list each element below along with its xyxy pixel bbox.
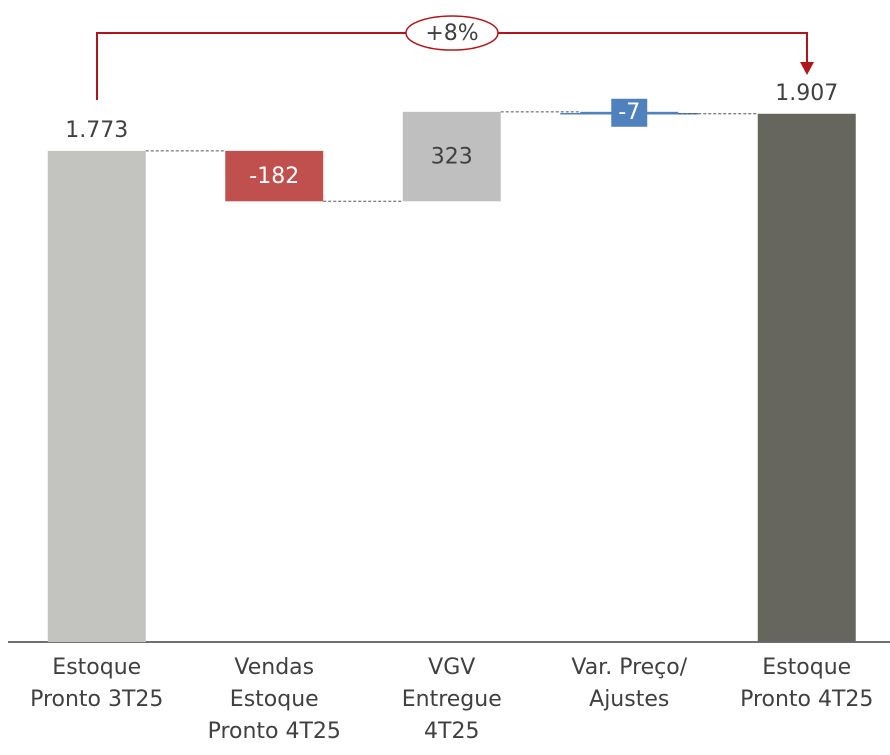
value-label: -7 [618,100,640,125]
x-tick-label: Estoque Pronto 3T25 [30,655,163,712]
value-label: 323 [431,145,473,170]
growth-arrow [800,62,814,75]
bar [225,150,324,202]
x-tick-label: Vendas Estoque Pronto 4T25 [208,655,341,744]
value-label: 1.773 [65,118,128,143]
x-tick-label: Var. Preço/Ajustes [571,655,687,712]
value-label: -182 [249,164,299,189]
value-label: 1.907 [775,81,838,106]
growth-label: +8% [425,21,478,46]
label-box [611,98,648,127]
bar [402,111,501,202]
bar [757,113,856,643]
x-tick-label: VGV Entregue 4T25 [402,655,502,744]
growth-badge [405,15,499,51]
bar [47,150,146,642]
x-tick-label: Estoque Pronto 4T25 [740,655,873,712]
